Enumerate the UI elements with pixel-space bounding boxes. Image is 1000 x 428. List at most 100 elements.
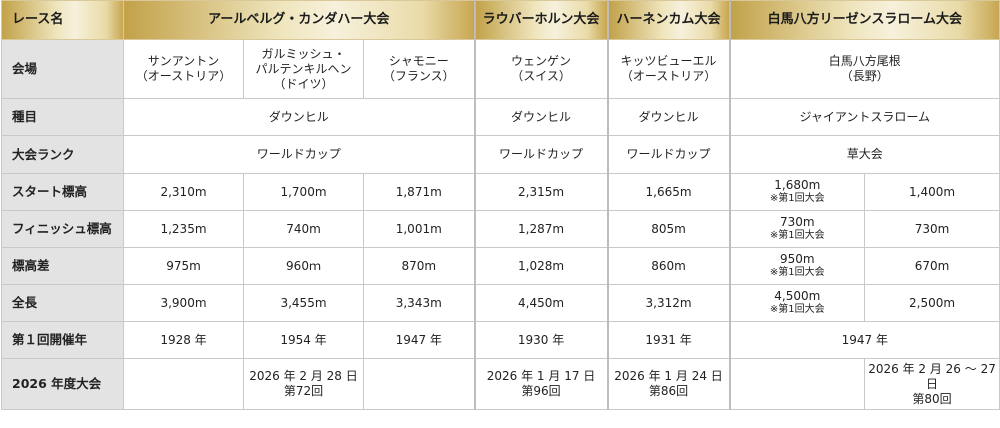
start-hakuba-first-note: ※第1回大会 — [769, 193, 825, 205]
edition-garmisch-number: 第72回 — [283, 384, 324, 398]
start-wengen: 2,315m — [473, 173, 609, 211]
length-garmisch: 3,455m — [243, 284, 364, 322]
edition-st-anton — [123, 358, 244, 410]
finish-garmisch: 740m — [243, 210, 364, 248]
length-st-anton: 3,900m — [123, 284, 244, 322]
length-hakuba-first-note: ※第1回大会 — [769, 304, 825, 316]
vertical-hakuba-first-value: 950m — [779, 252, 815, 267]
vertical-wengen: 1,028m — [473, 247, 609, 285]
length-row: 全長 3,900m 3,455m 3,343m 4,450m 3,312m 4,… — [1, 284, 1000, 322]
venue-hakuba-region: （長野） — [840, 69, 889, 83]
finish-st-anton: 1,235m — [123, 210, 244, 248]
vertical-drop-row: 標高差 975m 960ｍ 870m 1,028m 860m 950m ※第1回… — [1, 247, 1000, 285]
venue-wengen: ウェンゲン （スイス） — [473, 39, 609, 99]
first-year-wengen: 1930 年 — [473, 321, 609, 359]
finish-kitzbuehel: 805m — [606, 210, 731, 248]
first-year-hakuba: 1947 年 — [728, 321, 1000, 359]
start-garmisch: 1,700m — [243, 173, 364, 211]
edition-garmisch: 2026 年 2 月 28 日 第72回 — [243, 358, 364, 410]
edition-hakuba-empty — [728, 358, 866, 410]
start-altitude-label: スタート標高 — [1, 173, 124, 211]
edition-garmisch-date: 2026 年 2 月 28 日 — [249, 369, 358, 383]
rank-hahnenkamm: ワールドカップ — [606, 135, 731, 174]
edition-2026-row: 2026 年度大会 2026 年 2 月 28 日 第72回 2026 年 1 … — [1, 358, 1000, 410]
first-year-kitzbuehel: 1931 年 — [606, 321, 731, 359]
venue-hakuba: 白馬八方尾根 （長野） — [728, 39, 1000, 99]
rank-hakuba: 草大会 — [728, 135, 1000, 174]
edition-kitzbuehel-number: 第86回 — [648, 384, 689, 398]
rank-row: 大会ランク ワールドカップ ワールドカップ ワールドカップ 草大会 — [1, 135, 1000, 174]
venue-st-anton: サンアントン （オーストリア） — [123, 39, 244, 99]
first-year-label: 第１回開催年 — [1, 321, 124, 359]
race-arlberg-kandahar: アールベルグ・カンダハー大会 — [122, 0, 476, 40]
edition-kitzbuehel-date: 2026 年 1 月 24 日 — [614, 369, 723, 383]
start-chamonix: 1,871m — [362, 173, 476, 211]
finish-hakuba-first: 730m ※第1回大会 — [728, 210, 866, 248]
venue-st-anton-country: （オーストリア） — [135, 69, 232, 83]
venue-garmisch: ガルミッシュ・ パルテンキルヘン （ドイツ） — [243, 39, 364, 99]
race-name-label: レース名 — [1, 0, 124, 40]
finish-altitude-row: フィニッシュ標高 1,235m 740m 1,001m 1,287m 805m … — [1, 210, 1000, 248]
ski-race-comparison-table: レース名 アールベルグ・カンダハー大会 ラウバーホルン大会 ハーネンカム大会 白… — [1, 0, 1000, 410]
edition-hakuba-date: 2026 年 2 月 26 ～ 27 日 — [868, 361, 996, 391]
venue-label: 会場 — [1, 39, 124, 99]
event-hahnenkamm: ダウンヒル — [606, 98, 731, 136]
vertical-hakuba-first-note: ※第1回大会 — [769, 267, 825, 279]
rank-arlberg: ワールドカップ — [122, 135, 476, 174]
race-hakuba-riesenslalom: 白馬八方リーゼンスラローム大会 — [728, 0, 1000, 40]
length-label: 全長 — [1, 284, 124, 322]
venue-garmisch-name-1: ガルミッシュ・ — [261, 46, 346, 61]
edition-hakuba-number: 第80回 — [912, 391, 952, 406]
finish-wengen: 1,287m — [473, 210, 609, 248]
edition-wengen-number: 第96回 — [521, 384, 561, 398]
vertical-garmisch: 960ｍ — [243, 247, 364, 285]
start-kitzbuehel: 1,665m — [606, 173, 731, 211]
start-hakuba-current: 1,400m — [864, 173, 1000, 211]
venue-wengen-country: （スイス） — [511, 69, 571, 83]
venue-kitzbuehel-name: キッツビューエル — [620, 54, 717, 68]
edition-wengen: 2026 年 1 月 17 日 第96回 — [473, 358, 609, 410]
first-year-chamonix: 1947 年 — [362, 321, 476, 359]
first-year-garmisch: 1954 年 — [243, 321, 364, 359]
edition-kitzbuehel: 2026 年 1 月 24 日 第86回 — [606, 358, 731, 410]
finish-hakuba-current: 730m — [864, 210, 1000, 248]
finish-chamonix: 1,001m — [362, 210, 476, 248]
vertical-hakuba-first: 950m ※第1回大会 — [728, 247, 866, 285]
venue-chamonix: シャモニー （フランス） — [362, 39, 476, 99]
event-label: 種目 — [1, 98, 124, 136]
start-altitude-row: スタート標高 2,310m 1,700m 1,871m 2,315m 1,665… — [1, 173, 1000, 211]
venue-chamonix-name: シャモニー — [388, 54, 449, 68]
event-arlberg: ダウンヒル — [122, 98, 476, 136]
event-row: 種目 ダウンヒル ダウンヒル ダウンヒル ジャイアントスラローム — [1, 98, 1000, 136]
race-hahnenkamm: ハーネンカム大会 — [606, 0, 731, 40]
venue-st-anton-name: サンアントン — [147, 54, 220, 68]
edition-2026-label: 2026 年度大会 — [1, 358, 124, 410]
event-hakuba: ジャイアントスラローム — [728, 98, 1000, 136]
length-hakuba-first: 4,500m ※第1回大会 — [728, 284, 866, 322]
venue-kitzbuehel-country: （オーストリア） — [620, 69, 717, 83]
rank-label: 大会ランク — [1, 135, 124, 174]
race-lauberhorn: ラウバーホルン大会 — [473, 0, 609, 40]
venue-row: 会場 サンアントン （オーストリア） ガルミッシュ・ パルテンキルヘン （ドイツ… — [1, 39, 1000, 99]
vertical-st-anton: 975m — [123, 247, 244, 285]
start-hakuba-first: 1,680m ※第1回大会 — [728, 173, 866, 211]
venue-chamonix-country: （フランス） — [382, 69, 455, 83]
edition-wengen-date: 2026 年 1 月 17 日 — [486, 369, 596, 383]
vertical-kitzbuehel: 860m — [606, 247, 731, 285]
venue-garmisch-country: （ドイツ） — [273, 76, 334, 91]
start-st-anton: 2,310m — [123, 173, 244, 211]
rank-lauberhorn: ワールドカップ — [473, 135, 609, 174]
vertical-hakuba-current: 670m — [864, 247, 1000, 285]
vertical-chamonix: 870m — [362, 247, 476, 285]
venue-wengen-name: ウェンゲン — [511, 54, 572, 68]
venue-hakuba-name: 白馬八方尾根 — [828, 54, 901, 68]
edition-chamonix — [362, 358, 476, 410]
length-wengen: 4,450m — [473, 284, 609, 322]
finish-altitude-label: フィニッシュ標高 — [1, 210, 124, 248]
finish-hakuba-first-note: ※第1回大会 — [769, 230, 825, 242]
length-kitzbuehel: 3,312m — [606, 284, 731, 322]
finish-hakuba-first-value: 730m — [779, 215, 815, 230]
event-lauberhorn: ダウンヒル — [473, 98, 609, 136]
length-chamonix: 3,343m — [362, 284, 476, 322]
vertical-drop-label: 標高差 — [1, 247, 124, 285]
